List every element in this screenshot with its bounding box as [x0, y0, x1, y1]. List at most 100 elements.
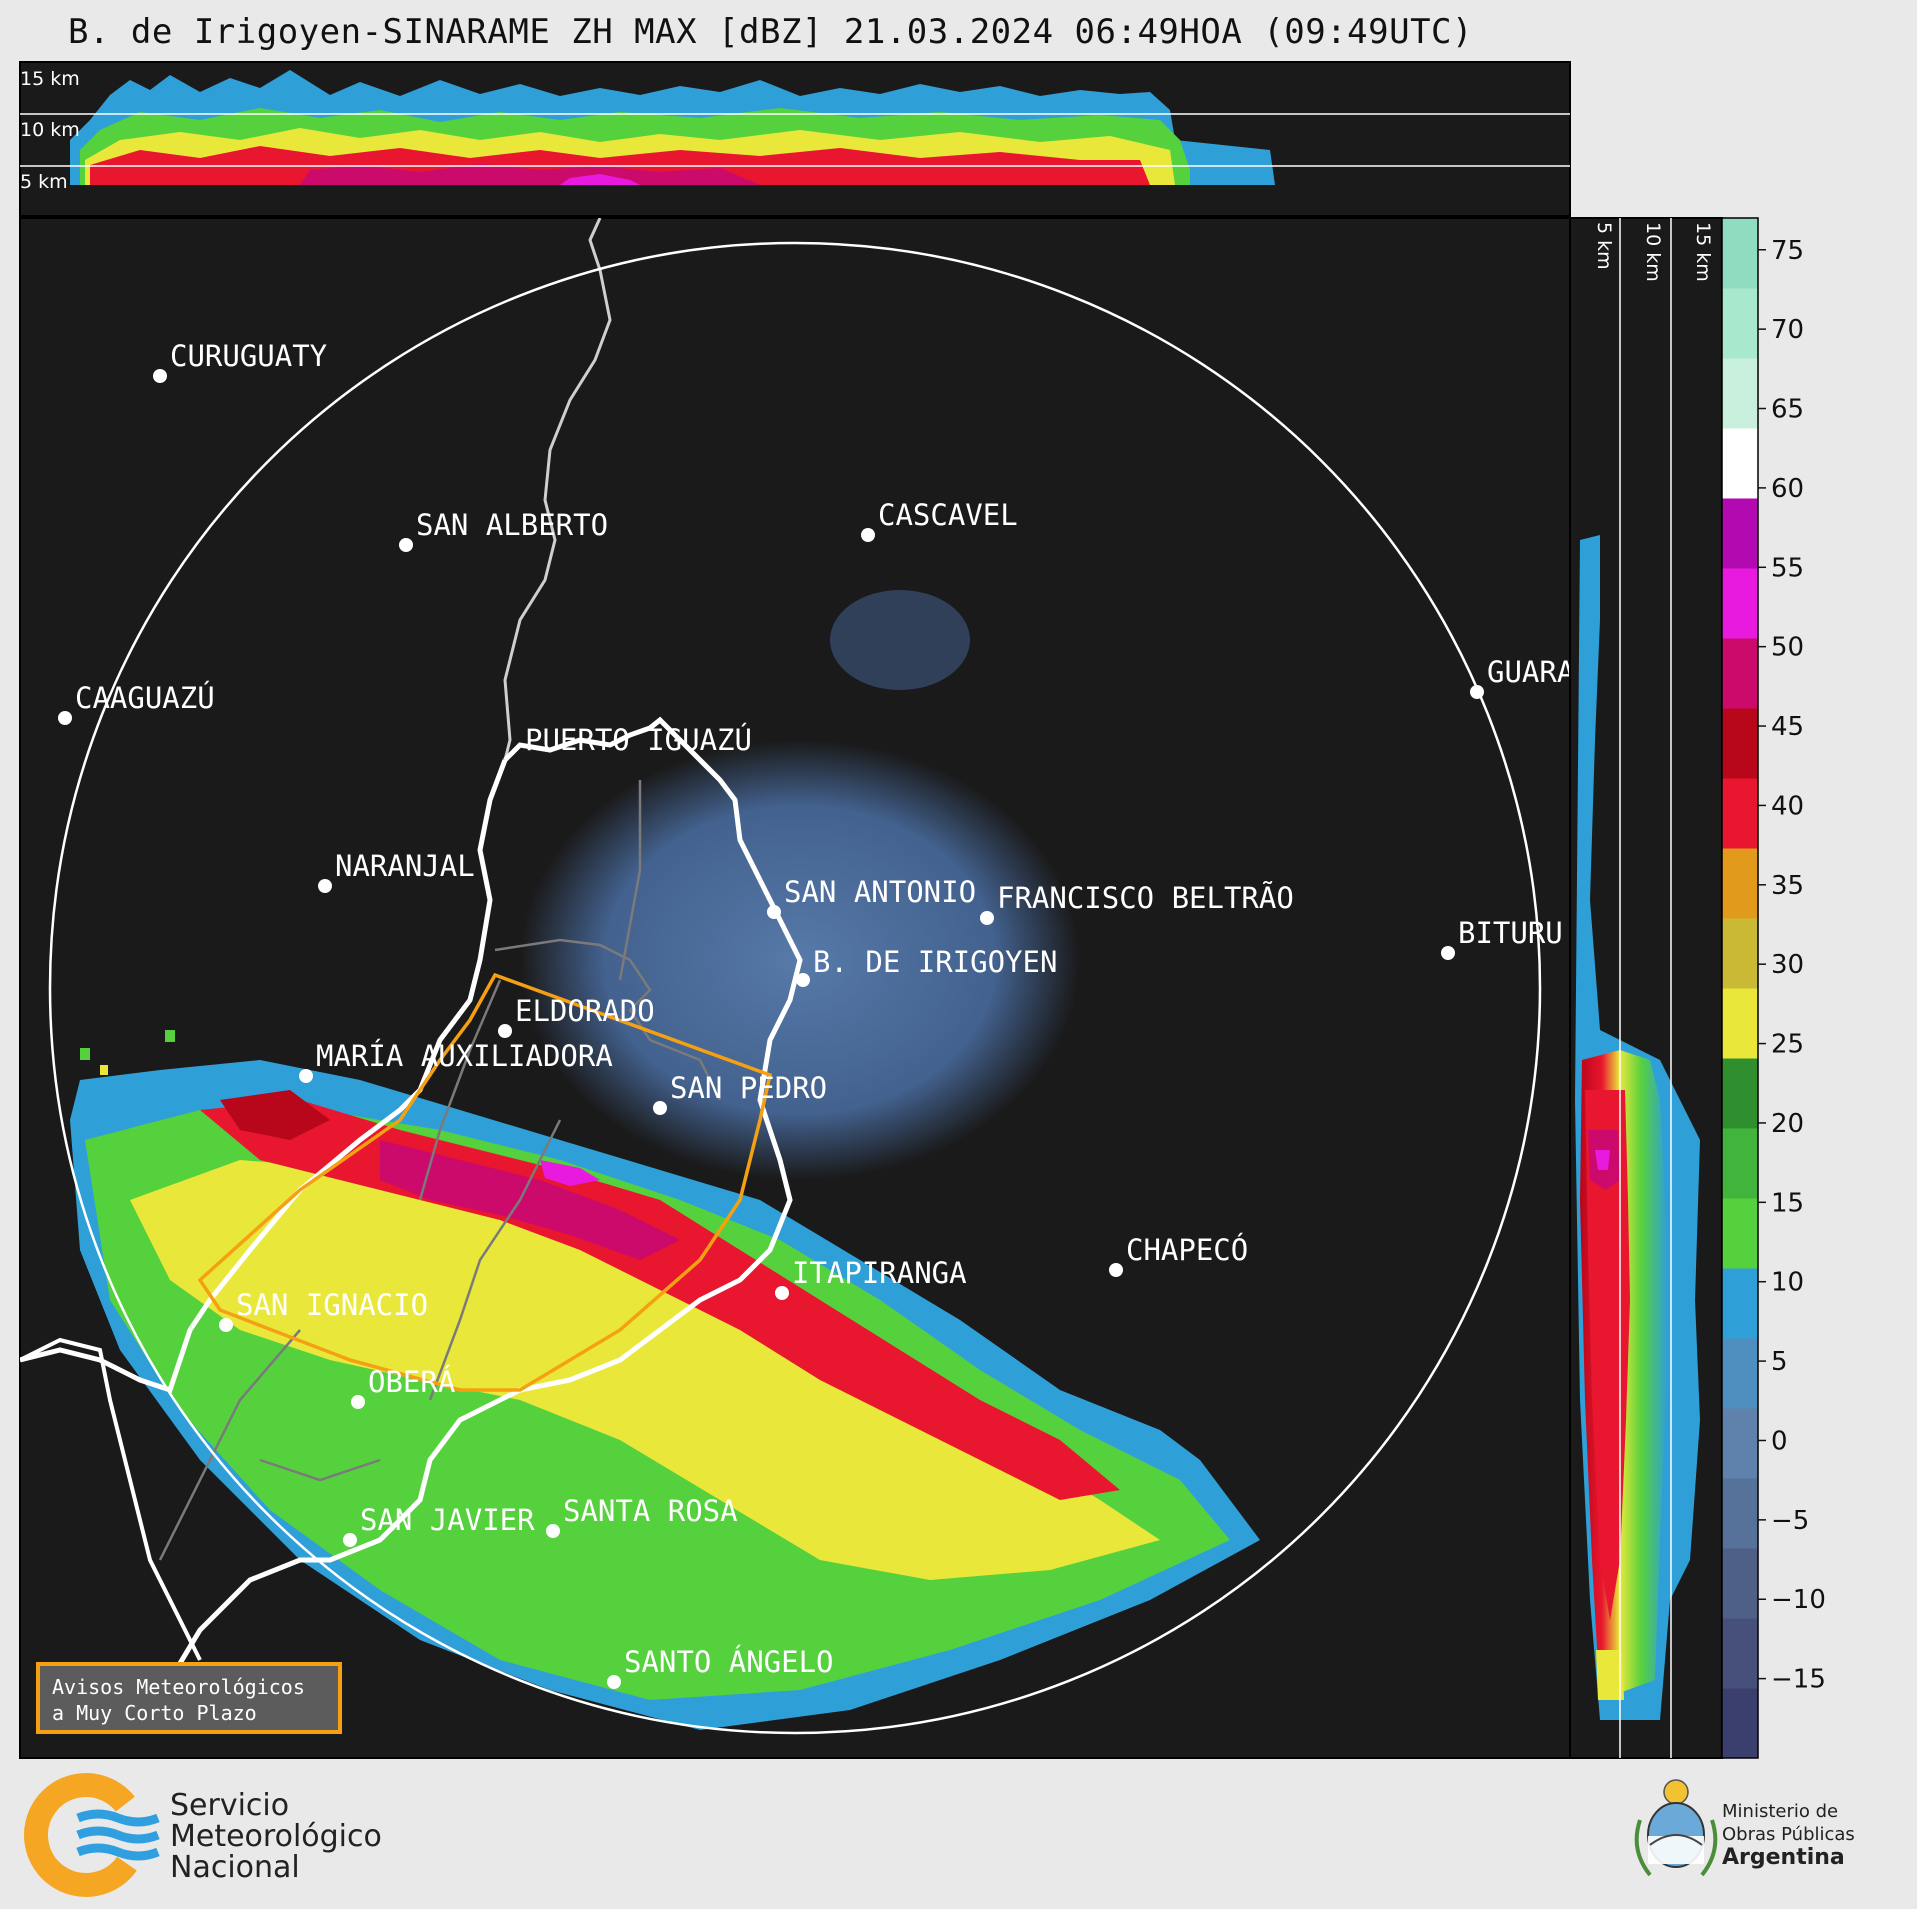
city-guara: GUARA — [1470, 655, 1574, 699]
colorbar-tick-label: 0 — [1771, 1426, 1788, 1456]
colorbar-segment — [1722, 1058, 1758, 1129]
colorbar-segment — [1722, 1338, 1758, 1409]
ministerio-line-1: Ministerio de — [1722, 1801, 1839, 1822]
city-maria-auxiliadora: MARÍA AUXILIADORA — [299, 1039, 613, 1083]
svg-text:SANTA ROSA: SANTA ROSA — [563, 1494, 738, 1528]
colorbar-segment — [1722, 568, 1758, 639]
city-chapeco: CHAPECÓ — [1109, 1233, 1248, 1277]
colorbar-tick-label: 10 — [1771, 1268, 1804, 1298]
colorbar-segment — [1722, 218, 1758, 289]
ministerio-line-2: Obras Públicas — [1722, 1824, 1855, 1845]
radar-range-ring — [48, 241, 1542, 1735]
colorbar-segment — [1722, 428, 1758, 499]
svg-text:B. DE IRIGOYEN: B. DE IRIGOYEN — [813, 945, 1057, 979]
ministerio-line-3: Argentina — [1722, 1845, 1845, 1870]
colorbar-segment — [1722, 708, 1758, 779]
colorbar-tick-label: 65 — [1771, 395, 1804, 425]
colorbar-tick-label: −5 — [1771, 1506, 1809, 1536]
svg-text:SANTO ÁNGELO: SANTO ÁNGELO — [624, 1645, 834, 1679]
city-santo-angelo: SANTO ÁNGELO — [607, 1645, 834, 1689]
avisos-line-1: Avisos Meteorológicos — [52, 1675, 305, 1699]
city-san-alberto: SAN ALBERTO — [399, 508, 608, 552]
colorbar-segment — [1722, 1128, 1758, 1199]
city-bituru: BITURU — [1441, 916, 1563, 960]
svg-text:PUERTO IGUAZÚ: PUERTO IGUAZÚ — [525, 723, 752, 757]
city-markers: CURUGUATY SAN ALBERTO CASCAVEL CAAGUAZÚ … — [58, 339, 1574, 1689]
colorbar-segment — [1722, 1618, 1758, 1689]
colorbar-segments — [1722, 218, 1758, 1759]
colorbar-tick-label: −10 — [1771, 1585, 1826, 1615]
svg-text:ELDORADO: ELDORADO — [515, 994, 655, 1028]
argentina-coat-of-arms-icon — [1634, 1779, 1718, 1877]
svg-text:CASCAVEL: CASCAVEL — [878, 498, 1018, 532]
city-itapiranga: ITAPIRANGA — [775, 1256, 967, 1300]
city-obera: OBERÁ — [351, 1365, 455, 1409]
colorbar-segment — [1722, 1408, 1758, 1479]
colorbar-segment — [1722, 778, 1758, 849]
colorbar-tick-label: 55 — [1771, 553, 1804, 583]
city-caaguazu: CAAGUAZÚ — [58, 681, 215, 725]
svg-text:SAN IGNACIO: SAN IGNACIO — [236, 1288, 428, 1322]
svg-text:SAN PEDRO: SAN PEDRO — [670, 1071, 827, 1105]
city-san-ignacio: SAN IGNACIO — [219, 1288, 428, 1332]
avisos-meteorologicos-link[interactable]: Avisos Meteorológicos a Muy Corto Plazo — [36, 1662, 342, 1734]
svg-text:CAAGUAZÚ: CAAGUAZÚ — [75, 681, 215, 715]
colorbar-segment — [1722, 498, 1758, 569]
top-15km-label: 15 km — [20, 68, 80, 90]
top-5km-label: 5 km — [20, 171, 68, 193]
city-san-antonio: SAN ANTONIO — [767, 875, 976, 919]
city-puerto-iguazu: PUERTO IGUAZÚ — [525, 723, 752, 757]
colorbar-tick-label: 40 — [1771, 791, 1804, 821]
smn-line-1: Servicio — [170, 1788, 290, 1823]
avisos-line-2: a Muy Corto Plazo — [52, 1701, 257, 1725]
side-cross-section-panel: 5 km 10 km 15 km — [1569, 217, 1723, 1759]
svg-text:SAN ALBERTO: SAN ALBERTO — [416, 508, 608, 542]
colorbar-tick-label: 75 — [1771, 236, 1804, 266]
colorbar-segment — [1722, 1198, 1758, 1269]
svg-text:SAN ANTONIO: SAN ANTONIO — [784, 875, 976, 909]
svg-text:CURUGUATY: CURUGUATY — [170, 339, 327, 373]
svg-text:SAN JAVIER: SAN JAVIER — [360, 1503, 535, 1537]
top-cross-section-panel: 15 km 10 km 5 km — [19, 61, 1571, 217]
colorbar-tick-label: 5 — [1771, 1347, 1788, 1377]
colorbar-tick-label: 15 — [1771, 1188, 1804, 1218]
radar-map-panel: CURUGUATY SAN ALBERTO CASCAVEL CAAGUAZÚ … — [19, 217, 1574, 1759]
colorbar-segment — [1722, 1268, 1758, 1339]
svg-text:MARÍA AUXILIADORA: MARÍA AUXILIADORA — [316, 1039, 613, 1073]
city-cascavel: CASCAVEL — [861, 498, 1018, 542]
city-san-javier: SAN JAVIER — [343, 1503, 535, 1547]
city-curuguaty: CURUGUATY — [153, 339, 327, 383]
colorbar-tick-label: 45 — [1771, 712, 1804, 742]
colorbar-tick-label: 50 — [1771, 633, 1804, 663]
colorbar-tick-label: 70 — [1771, 315, 1804, 345]
department-boundaries — [158, 780, 722, 1561]
colorbar-segment — [1722, 848, 1758, 919]
colorbar-tick-label: 60 — [1771, 474, 1804, 504]
side-10km-label: 10 km — [1642, 222, 1664, 282]
map-title: B. de Irigoyen-SINARAME ZH MAX [dBZ] 21.… — [68, 12, 1473, 52]
paraguay-border-line — [503, 218, 612, 761]
svg-text:BITURU: BITURU — [1458, 916, 1563, 950]
colorbar-segment — [1722, 1688, 1758, 1759]
smn-logo — [24, 1773, 160, 1897]
colorbar-tick-label: −15 — [1771, 1665, 1826, 1695]
colorbar-segment — [1722, 638, 1758, 709]
brazil-state-border — [20, 1337, 202, 1661]
svg-text:ITAPIRANGA: ITAPIRANGA — [792, 1256, 967, 1290]
colorbar-segment — [1722, 358, 1758, 429]
svg-text:NARANJAL: NARANJAL — [335, 849, 475, 883]
colorbar-segment — [1722, 918, 1758, 989]
smn-line-2: Meteorológico — [170, 1819, 382, 1854]
city-santa-rosa: SANTA ROSA — [546, 1494, 738, 1538]
svg-text:CHAPECÓ: CHAPECÓ — [1126, 1233, 1248, 1267]
side-15km-label: 15 km — [1692, 222, 1714, 282]
colorbar-segment — [1722, 1548, 1758, 1619]
misiones-province-border — [20, 716, 803, 1682]
city-naranjal: NARANJAL — [318, 849, 475, 893]
colorbar-segment — [1722, 1478, 1758, 1549]
smn-wordmark: Servicio Meteorológico Nacional — [170, 1790, 382, 1883]
city-b-de-irigoyen: B. DE IRIGOYEN — [796, 945, 1057, 987]
city-francisco-beltrao: FRANCISCO BELTRÃO — [980, 881, 1294, 925]
city-san-pedro: SAN PEDRO — [653, 1071, 827, 1115]
